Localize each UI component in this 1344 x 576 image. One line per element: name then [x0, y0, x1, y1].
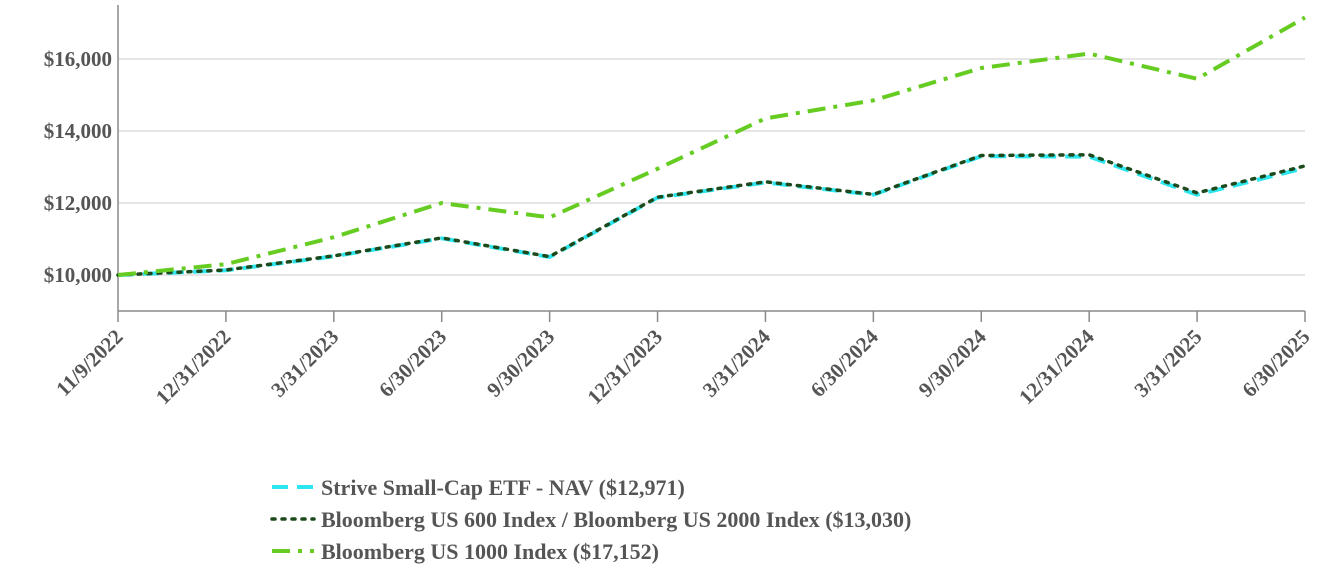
y-tick-label: $10,000	[44, 263, 112, 287]
legend-label-1: Strive Small-Cap ETF - NAV ($12,971)	[321, 475, 685, 500]
y-tick-labels: $10,000 $12,000 $14,000 $16,000	[44, 47, 112, 287]
axes	[117, 5, 1306, 322]
x-tick-label: 3/31/2023	[266, 325, 343, 402]
series-line-1	[117, 154, 1306, 277]
x-tick-label: 9/30/2024	[914, 324, 992, 402]
x-tick-label: 12/31/2022	[151, 325, 236, 410]
series-line-2	[116, 153, 1307, 277]
x-tick-label: 9/30/2023	[482, 325, 559, 402]
legend: Strive Small-Cap ETF - NAV ($12,971) Bloo…	[270, 475, 911, 564]
x-tick-label: 11/9/2022	[51, 325, 127, 401]
x-tick-label: 6/30/2023	[374, 325, 451, 402]
x-tick-label: 12/31/2024	[1014, 324, 1099, 409]
x-tick-label: 6/30/2025	[1237, 325, 1314, 402]
legend-label-2: Bloomberg US 600 Index / Bloomberg US 20…	[321, 507, 911, 532]
y-tick-label: $12,000	[44, 191, 112, 215]
series-lines	[116, 15, 1307, 277]
x-tick-label: 12/31/2023	[582, 325, 667, 410]
x-tick-label: 3/31/2024	[698, 324, 776, 402]
x-tick-label: 6/30/2024	[806, 324, 884, 402]
x-tick-labels: 11/9/2022 12/31/2022 3/31/2023 6/30/2023 9/3…	[51, 324, 1314, 409]
x-tick-label: 3/31/2025	[1129, 325, 1206, 402]
series-line-3	[117, 15, 1306, 277]
legend-label-3: Bloomberg US 1000 Index ($17,152)	[321, 539, 659, 564]
y-tick-label: $14,000	[44, 119, 112, 143]
y-tick-label: $16,000	[44, 47, 112, 71]
